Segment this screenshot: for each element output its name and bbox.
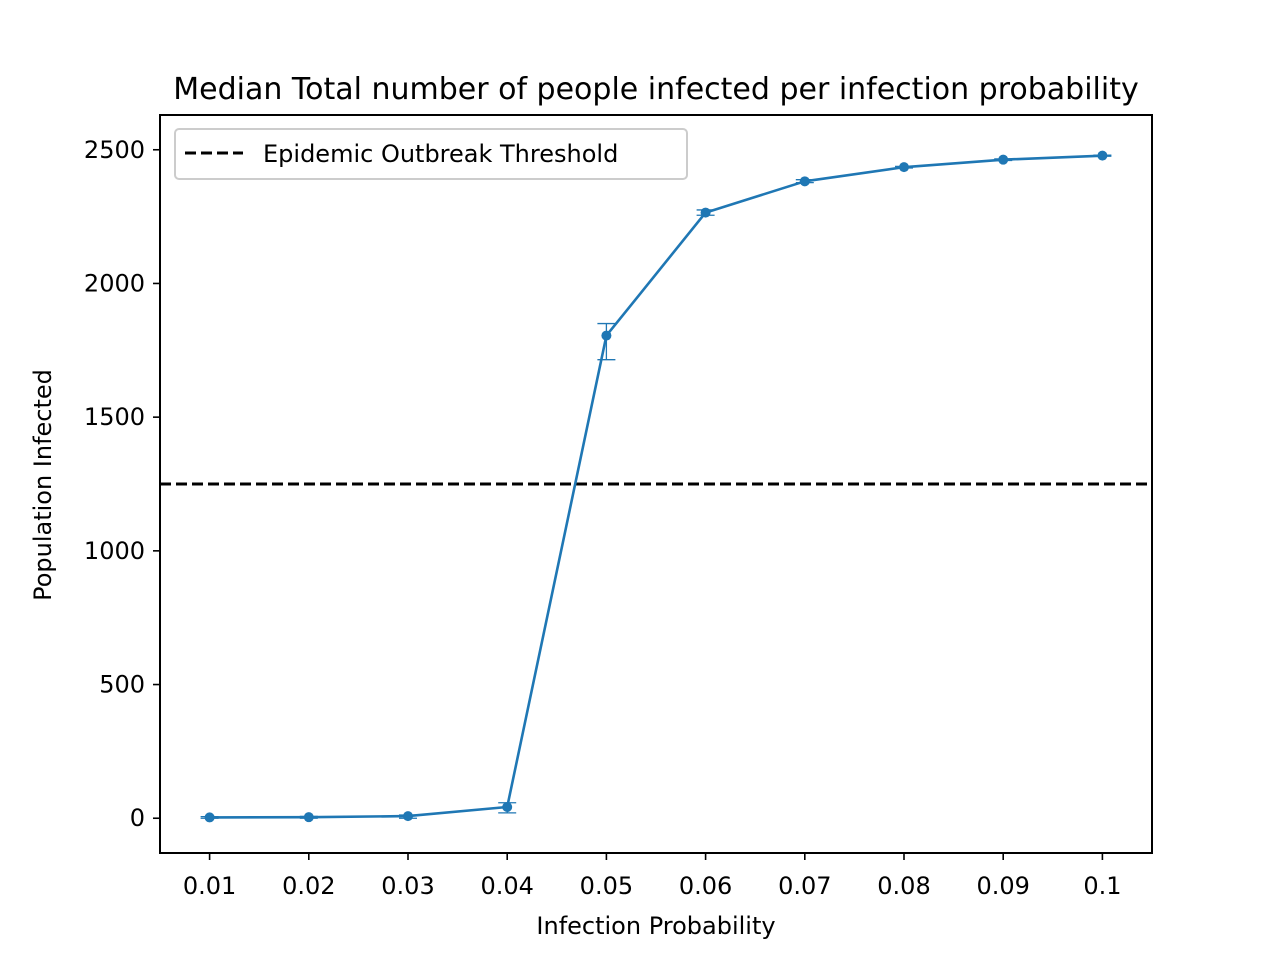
x-tick-label: 0.08 [877, 872, 930, 900]
data-point [502, 802, 513, 813]
data-point [700, 207, 711, 218]
x-axis-label: Infection Probability [536, 912, 775, 940]
data-point [799, 176, 810, 187]
x-tick-label: 0.06 [679, 872, 732, 900]
chart-title: Median Total number of people infected p… [173, 72, 1139, 107]
y-tick-label: 0 [130, 804, 145, 832]
x-tick-label: 0.1 [1083, 872, 1121, 900]
x-tick-label: 0.03 [381, 872, 434, 900]
y-tick-label: 2000 [84, 269, 145, 297]
x-tick-label: 0.07 [778, 872, 831, 900]
x-tick-label: 0.02 [282, 872, 335, 900]
series-line [209, 154, 1103, 819]
data-point [899, 162, 909, 173]
x-tick-label: 0.04 [480, 872, 533, 900]
data-point [204, 812, 215, 823]
x-tick-label: 0.05 [580, 872, 633, 900]
legend-box [174, 128, 688, 180]
axis-ticks: 0.01 0.02 0.03 0.04 0.05 0.06 0.07 0.08 0.09 0.1 0… [84, 136, 1122, 900]
legend: Epidemic Outbreak Threshold [174, 128, 688, 180]
x-tick-label: 0.01 [183, 872, 236, 900]
data-point [403, 811, 413, 822]
x-tick-label: 0.09 [976, 872, 1029, 900]
plot-area [159, 114, 1153, 854]
y-tick-label: 1500 [84, 403, 145, 431]
legend-entry-threshold: Epidemic Outbreak Threshold [263, 140, 618, 168]
data-point [1097, 150, 1108, 161]
data-point [601, 330, 612, 341]
data-point [998, 154, 1009, 165]
y-tick-label: 2500 [84, 136, 145, 164]
data-point [303, 812, 314, 823]
y-tick-label: 500 [99, 671, 145, 699]
y-tick-label: 1000 [84, 537, 145, 565]
y-axis-label: Population Infected [29, 369, 57, 601]
